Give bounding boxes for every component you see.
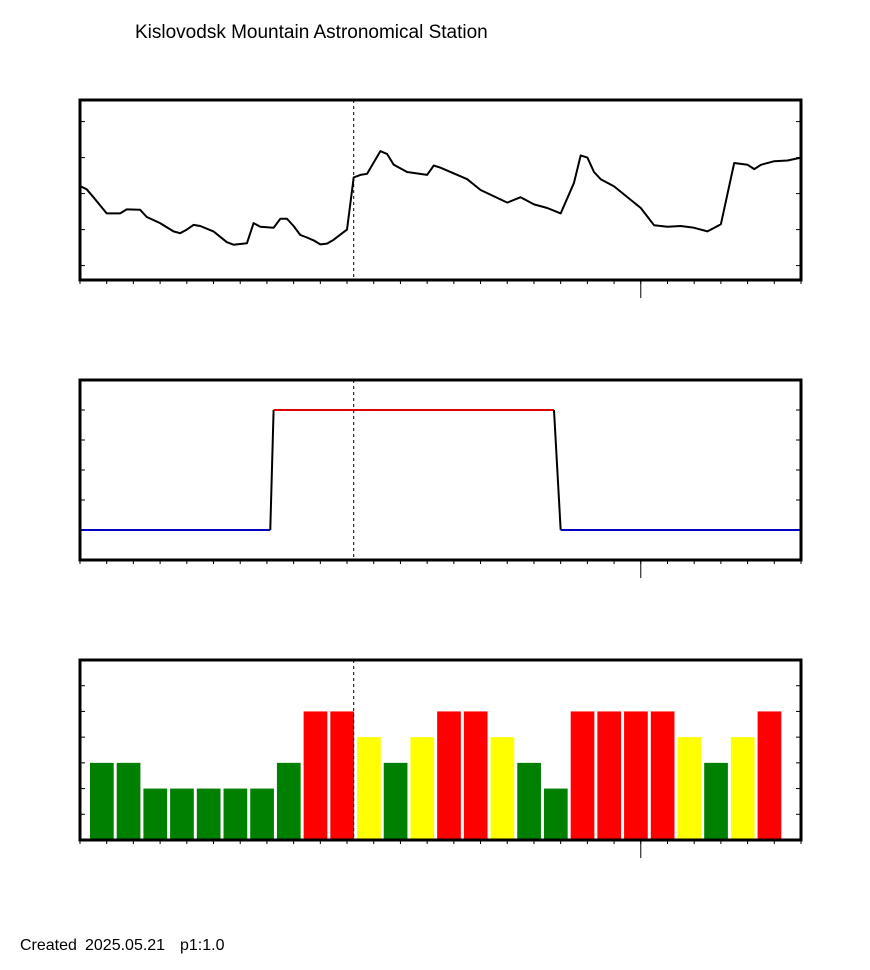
kp-bar [383,762,408,840]
chart-panels [78,98,803,858]
chart-panel-1 [78,378,803,578]
kp-bar [597,711,622,840]
sw-speed-line [79,150,802,246]
kp-bar [650,711,675,840]
chart-panel-0 [78,98,803,298]
kp-bar [250,788,274,840]
kp-bar [517,762,541,840]
kp-bar [143,788,168,840]
kp-bar [624,711,648,840]
kp-bar [570,711,595,840]
kp-bar [276,762,301,840]
created-date: 2025.05.21 [85,937,165,954]
kp-bar [704,762,728,840]
kp-bar [303,711,328,840]
kp-bar [437,711,461,840]
kp-bar [90,762,114,840]
chart-panel-2 [78,658,803,858]
kp-bar [677,737,702,840]
plot-frame [78,658,803,842]
kp-bar [730,737,755,840]
kp-bar [463,711,488,840]
kp-bar [490,737,515,840]
kp-bar [116,762,141,840]
kp-bar [757,711,782,840]
page-title: Kislovodsk Mountain Astronomical Station [135,22,488,43]
kp-bar [357,737,381,840]
polarity-segment [552,409,562,531]
polarity-segment [269,409,275,531]
plot-frame [78,378,803,562]
kp-bar [330,711,355,840]
page-code: p1:1.0 [180,937,225,954]
kp-bar [543,788,568,840]
kp-bar [223,788,248,840]
kp-bar [170,788,194,840]
plot-frame [78,98,803,282]
kp-bar [410,737,435,840]
created-label: Created [20,937,77,954]
kp-bar [196,788,221,840]
